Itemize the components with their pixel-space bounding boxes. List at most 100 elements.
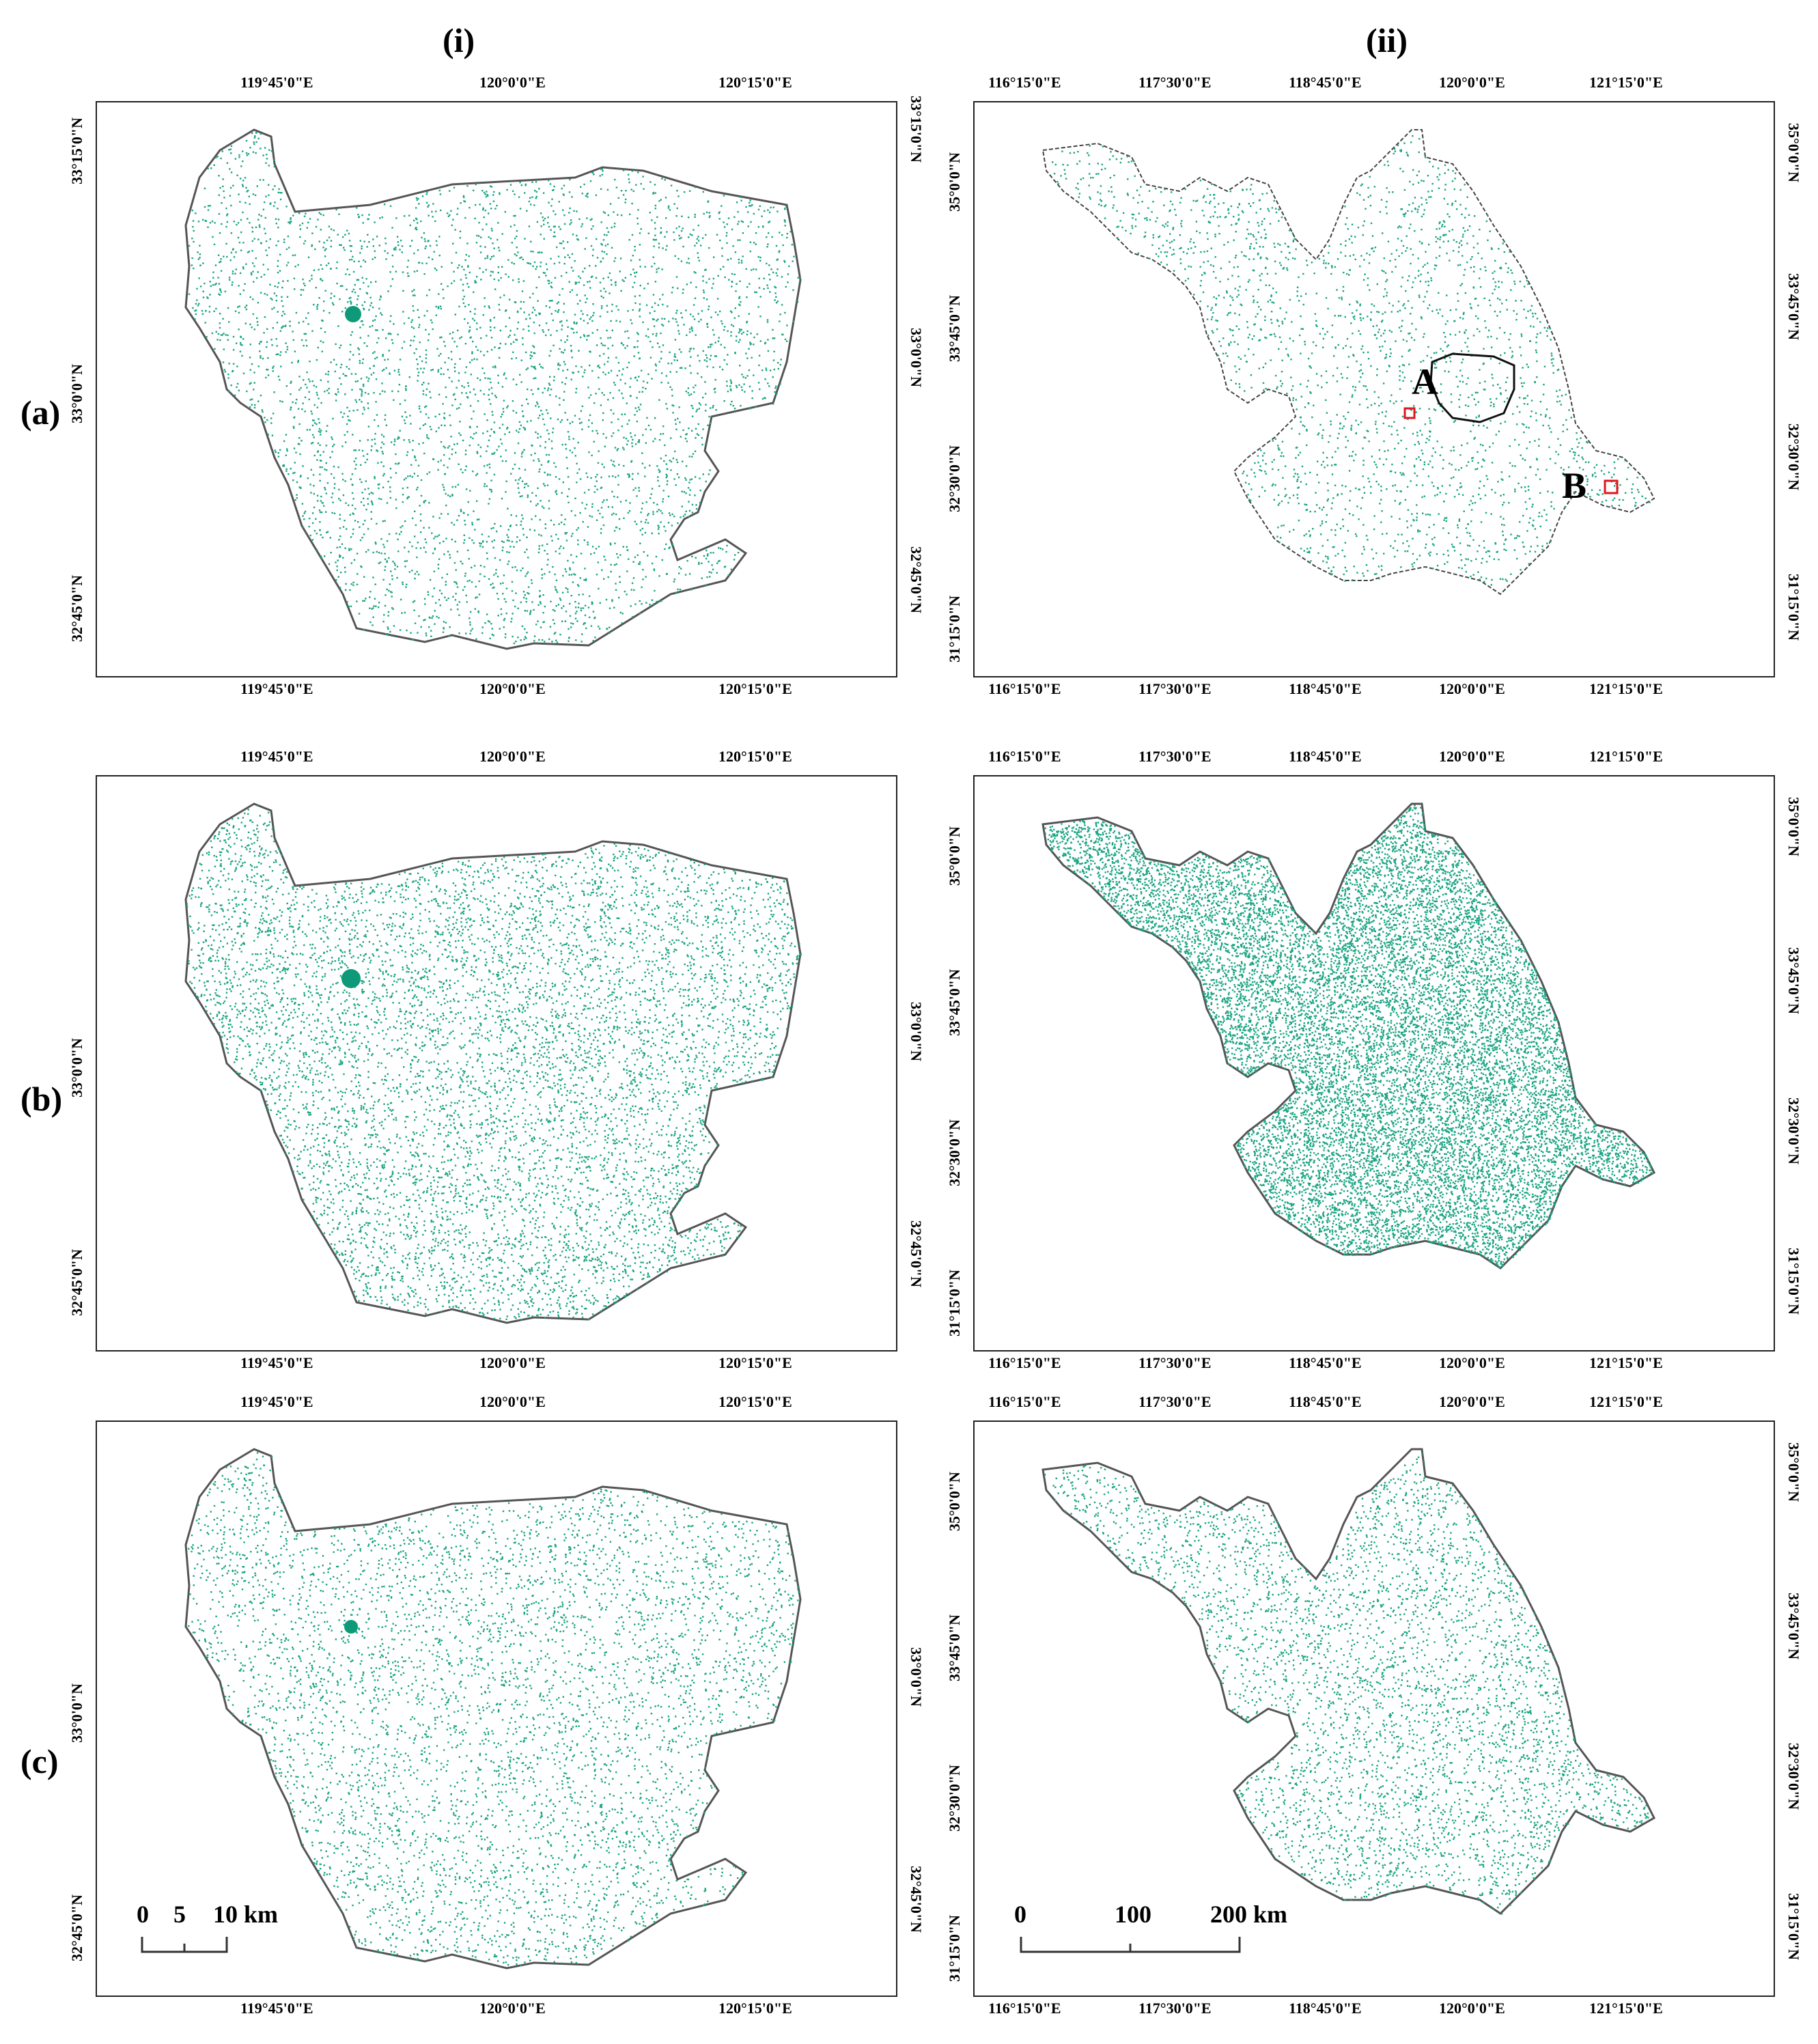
province-boundary [1041,129,1655,596]
lat-right-3: 32°30'0"N [1785,1097,1802,1164]
row-label-a: (a) [20,393,60,432]
lon-bottom-3: 118°45'0"E [1289,1354,1362,1372]
dense-cluster [345,306,361,322]
lon-top-2: 117°30'0"E [1138,748,1212,766]
lon-top-3: 118°45'0"E [1289,74,1362,92]
scale-label-5: 5 [173,1900,186,1929]
scale-label-0: 0 [137,1900,149,1929]
lon-bottom-1: 119°45'0"E [240,2000,313,2017]
lat-left-1: 35°0'0"N [946,826,964,886]
column-header-i: (i) [443,20,475,60]
lon-bottom-1: 119°45'0"E [240,680,313,698]
lon-top-5: 121°15'0"E [1589,748,1663,766]
cropland-points [1044,804,1653,1268]
site-b-label: B [1562,464,1586,507]
lat-right-1: 33°15'0"N [907,96,925,163]
map-panel-b-ii: 116°15'0"E 117°30'0"E 118°45'0"E 120°0'0… [946,748,1802,1371]
lat-right-2: 33°45'0"N [1785,273,1802,340]
lon-bottom-1: 119°45'0"E [240,1354,313,1372]
row-label-b: (b) [20,1079,62,1119]
lon-bottom-2: 117°30'0"E [1138,2000,1212,2017]
map-svg-a-i [184,128,802,650]
lat-left-2: 33°0'0"N [68,364,86,423]
lon-top-4: 120°0'0"E [1439,1393,1505,1411]
lon-bottom-2: 120°0'0"E [479,680,546,698]
lat-right-3: 32°30'0"N [1785,423,1802,490]
county-boundary [184,1448,802,1970]
cropland-points [188,1452,800,1967]
lat-right-1: 35°0'0"N [1785,123,1802,182]
map-svg-b-ii [1041,802,1655,1270]
cropland-points [1052,135,1651,586]
lon-bottom-5: 121°15'0"E [1589,2000,1663,2017]
lon-top-3: 120°15'0"E [718,1393,792,1411]
lon-top-1: 119°45'0"E [240,74,313,92]
lat-right-2: 33°45'0"N [1785,947,1802,1014]
row-label-c: (c) [20,1741,59,1781]
map-panel-a-i: 119°45'0"E 120°0'0"E 120°15'0"E 119°45'0… [68,74,925,697]
lon-bottom-2: 120°0'0"E [479,2000,546,2017]
lat-right-3: 32°45'0"N [907,1866,925,1933]
dense-cluster [341,969,361,988]
lat-left-1: 35°0'0"N [946,1472,964,1531]
lon-bottom-4: 120°0'0"E [1439,680,1505,698]
lon-bottom-4: 120°0'0"E [1439,2000,1505,2017]
county-boundary [184,128,802,650]
scale-bar [141,1937,228,1953]
lat-left-4: 31°15'0"N [946,1270,964,1336]
lon-top-2: 120°0'0"E [479,748,546,766]
map-svg-b-i [184,802,802,1324]
lat-left-3: 32°45'0"N [68,1894,86,1961]
lat-right-1: 35°0'0"N [1785,1442,1802,1502]
lat-right-2: 33°0'0"N [907,1002,925,1061]
lat-right-4: 31°15'0"N [1785,574,1802,641]
county-outline [1429,352,1515,423]
lon-bottom-3: 120°15'0"E [718,1354,792,1372]
site-a-marker [1403,407,1416,419]
lat-right-3: 32°30'0"N [1785,1743,1802,1810]
lon-bottom-2: 117°30'0"E [1138,680,1212,698]
map-panel-c-i: 0 5 10 km 119°45'0"E 120°0'0"E 120°15'0"… [68,1393,925,2017]
lon-bottom-1: 116°15'0"E [988,1354,1061,1372]
scale-label-10: 10 km [213,1900,278,1929]
lat-left-3: 32°30'0"N [946,445,964,512]
lon-top-1: 119°45'0"E [240,748,313,766]
lon-bottom-1: 116°15'0"E [988,680,1061,698]
lat-left-2: 33°45'0"N [946,969,964,1036]
lon-top-1: 116°15'0"E [988,1393,1061,1411]
map-panel-b-i: 119°45'0"E 120°0'0"E 120°15'0"E 119°45'0… [68,748,925,1371]
lon-bottom-2: 117°30'0"E [1138,1354,1212,1372]
lon-top-2: 117°30'0"E [1138,74,1212,92]
lat-left-1: 35°0'0"N [946,152,964,212]
lon-bottom-3: 118°45'0"E [1289,680,1362,698]
lat-left-3: 32°30'0"N [946,1765,964,1832]
scale-label-0: 0 [1014,1900,1026,1929]
lat-left-4: 31°15'0"N [946,596,964,662]
scale-bar [1020,1937,1241,1953]
lon-top-1: 116°15'0"E [988,74,1061,92]
lat-left-1: 33°15'0"N [68,117,86,184]
column-header-ii: (ii) [1366,20,1408,60]
lon-top-3: 120°15'0"E [718,748,792,766]
lat-right-2: 33°0'0"N [907,328,925,387]
lat-right-4: 31°15'0"N [1785,1248,1802,1315]
map-svg-c-i [184,1448,802,1970]
province-boundary [1041,1448,1655,1915]
lat-left-3: 32°30'0"N [946,1119,964,1186]
lon-top-4: 120°0'0"E [1439,748,1505,766]
lon-bottom-2: 120°0'0"E [479,1354,546,1372]
lon-bottom-5: 121°15'0"E [1589,1354,1663,1372]
dense-cluster [344,1620,358,1634]
lon-top-3: 118°45'0"E [1289,1393,1362,1411]
lat-left-2: 33°45'0"N [946,1614,964,1681]
lat-left-4: 31°15'0"N [946,1915,964,1982]
lon-top-2: 120°0'0"E [479,74,546,92]
lon-top-3: 120°15'0"E [718,74,792,92]
site-a-label: A [1412,361,1438,403]
lat-right-4: 31°15'0"N [1785,1893,1802,1960]
lon-top-1: 116°15'0"E [988,748,1061,766]
lon-top-4: 120°0'0"E [1439,74,1505,92]
lat-right-1: 35°0'0"N [1785,797,1802,856]
lon-top-1: 119°45'0"E [240,1393,313,1411]
lon-top-5: 121°15'0"E [1589,1393,1663,1411]
